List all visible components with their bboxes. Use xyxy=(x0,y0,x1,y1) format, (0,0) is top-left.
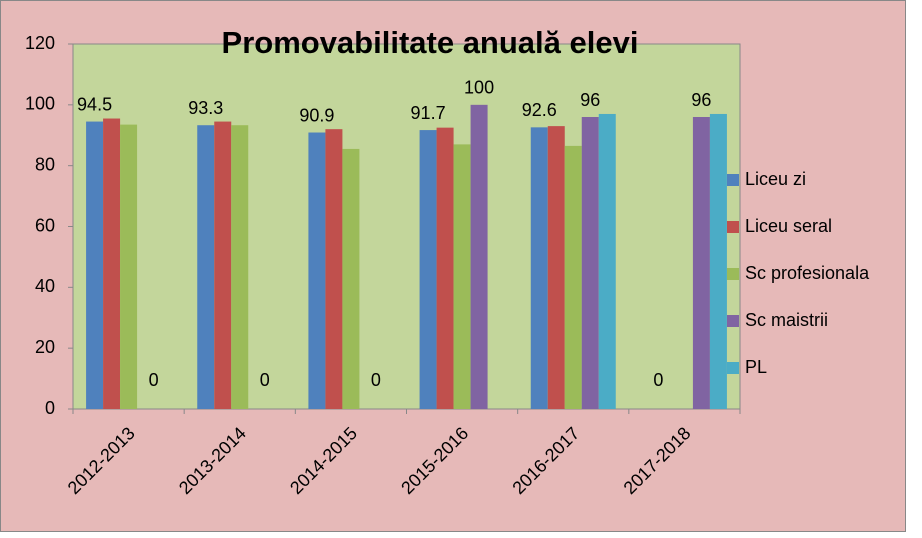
legend-swatch xyxy=(727,221,739,233)
data-label: 94.5 xyxy=(77,94,112,114)
bar xyxy=(453,144,471,409)
bar xyxy=(530,127,548,409)
data-label: 91.7 xyxy=(411,103,446,123)
legend-label: Liceu seral xyxy=(745,216,832,236)
legend-swatch xyxy=(727,268,739,280)
bar xyxy=(709,113,727,409)
data-label: 96 xyxy=(580,90,600,110)
data-label: 96 xyxy=(691,90,711,110)
bar xyxy=(436,127,454,409)
bar xyxy=(342,148,360,409)
legend-swatch xyxy=(727,362,739,374)
bar xyxy=(325,129,343,409)
data-label: 0 xyxy=(653,370,663,390)
data-label: 0 xyxy=(371,370,381,390)
plot-area xyxy=(72,43,741,410)
bar xyxy=(581,117,599,409)
bar xyxy=(103,118,121,409)
data-label: 0 xyxy=(260,370,270,390)
y-tick-label: 40 xyxy=(35,276,55,296)
bar xyxy=(86,121,104,409)
chart-title: Promovabilitate anuală elevi xyxy=(222,25,639,60)
bar xyxy=(547,126,565,409)
data-label: 92.6 xyxy=(522,100,557,120)
y-tick-label: 0 xyxy=(45,398,55,418)
legend-label: PL xyxy=(745,357,767,377)
bar xyxy=(598,113,616,409)
data-label: 93.3 xyxy=(188,98,223,118)
bar xyxy=(214,121,232,409)
y-tick-label: 100 xyxy=(25,94,55,114)
bar xyxy=(120,124,138,410)
bar xyxy=(419,130,437,409)
bar xyxy=(564,145,582,410)
bar xyxy=(308,132,326,409)
y-tick-label: 120 xyxy=(25,33,55,53)
bar xyxy=(231,125,249,410)
legend-label: Sc profesionala xyxy=(745,263,870,283)
legend-swatch xyxy=(727,174,739,186)
bar xyxy=(470,104,488,409)
y-tick-label: 20 xyxy=(35,337,55,357)
data-label: 90.9 xyxy=(299,105,334,125)
bar xyxy=(692,117,710,409)
data-label: 100 xyxy=(464,78,494,98)
legend-swatch xyxy=(727,315,739,327)
y-tick-label: 80 xyxy=(35,154,55,174)
y-tick-label: 60 xyxy=(35,215,55,235)
data-label: 0 xyxy=(149,370,159,390)
legend-label: Liceu zi xyxy=(745,169,806,189)
legend-label: Sc maistrii xyxy=(745,310,828,330)
bar xyxy=(197,125,215,410)
